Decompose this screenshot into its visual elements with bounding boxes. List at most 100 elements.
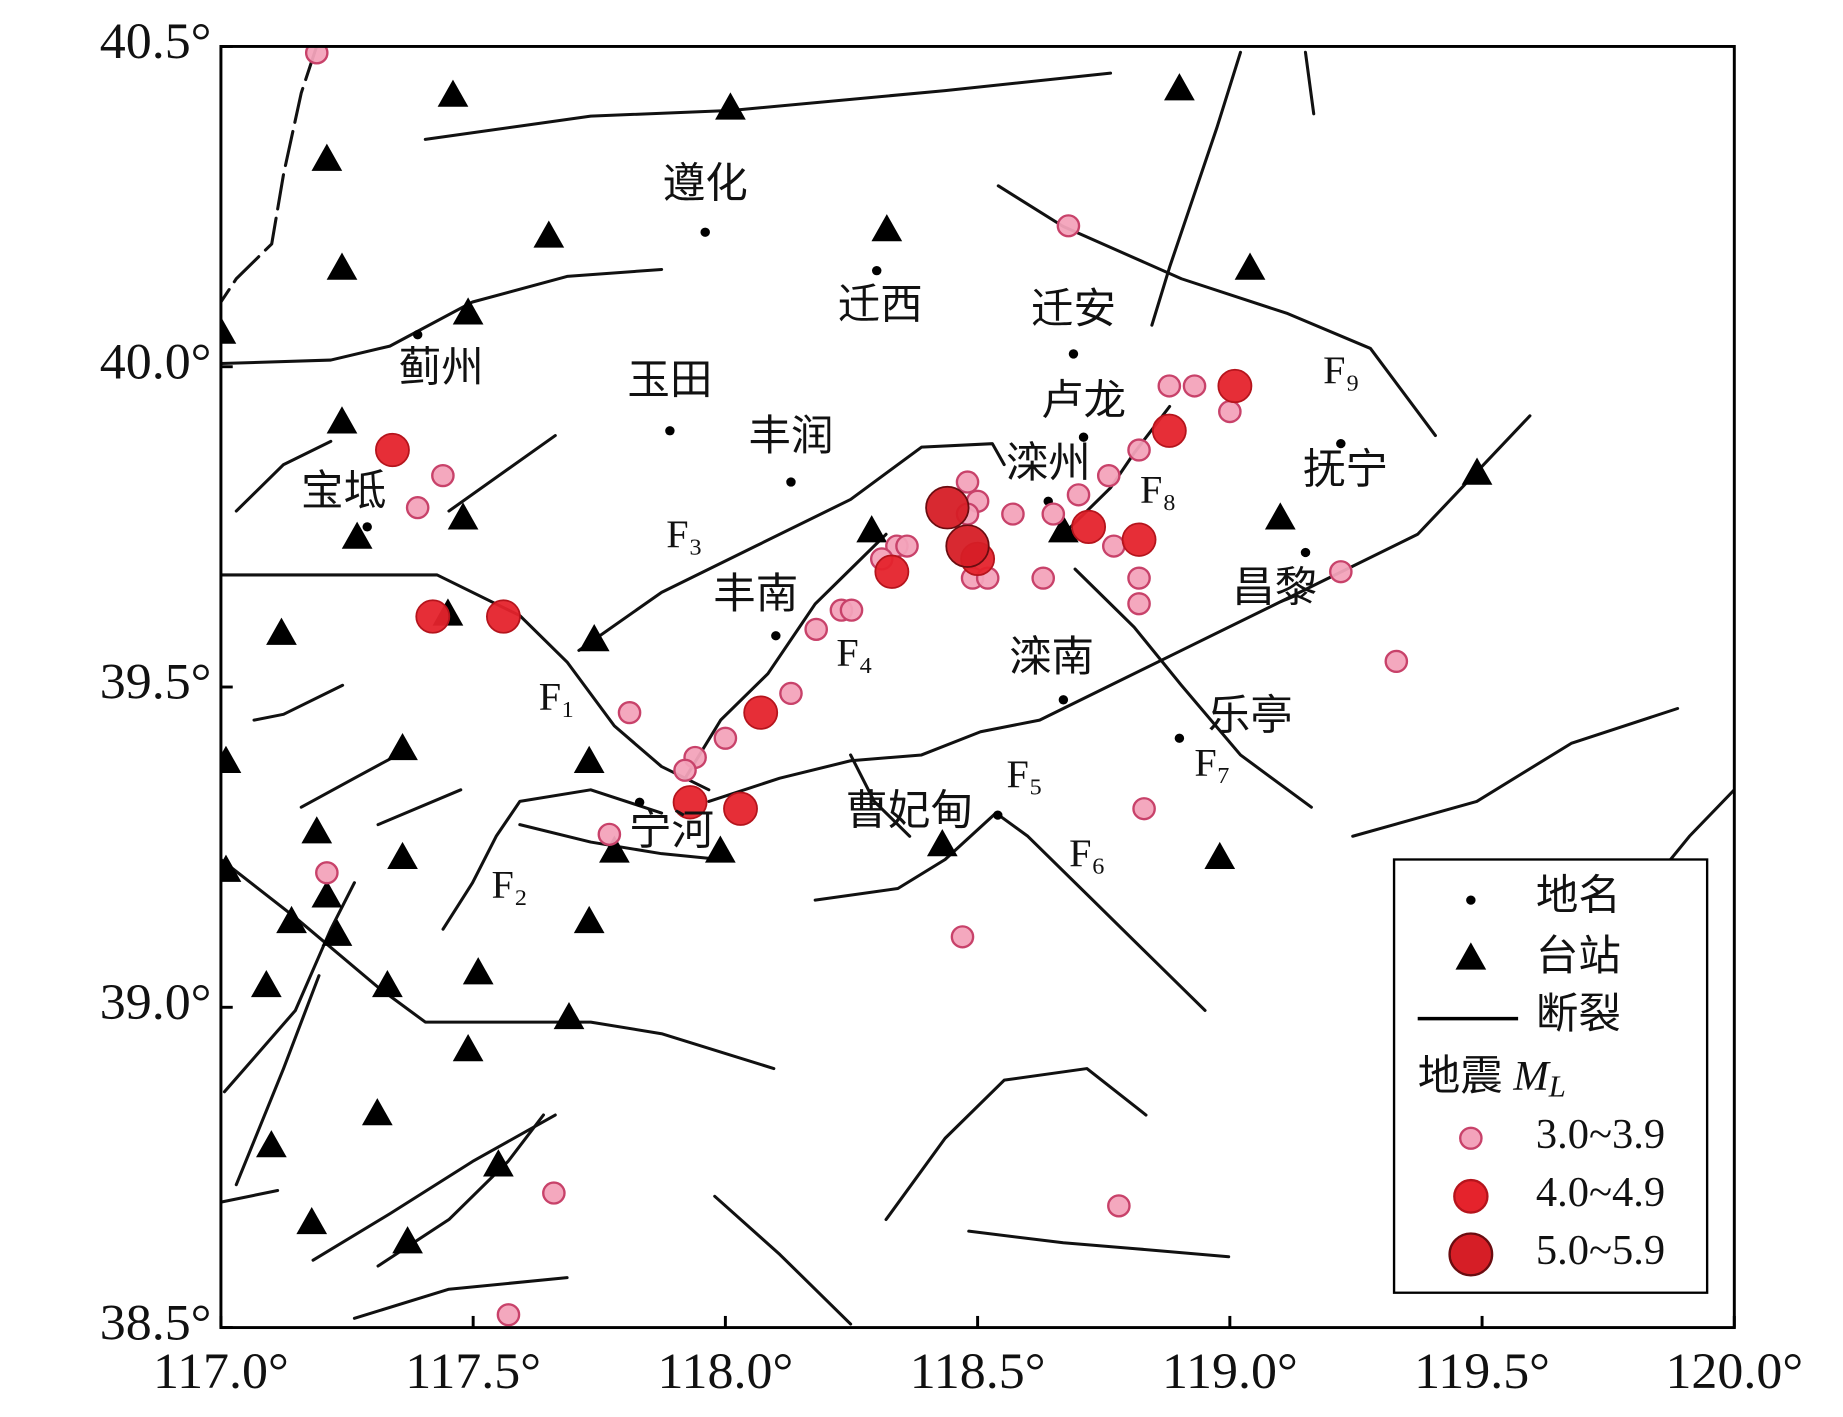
fault-label: F₇ [1194, 741, 1230, 785]
fault-label: F₂ [491, 863, 527, 907]
earthquake [315, 861, 339, 885]
station [326, 406, 358, 434]
x-tick-label: 119.5° [1414, 1343, 1550, 1400]
station [715, 92, 746, 120]
legend-marker [1453, 1178, 1489, 1214]
legend-title: 地震 ML [1418, 1053, 1566, 1103]
station [220, 745, 242, 773]
station [1204, 841, 1236, 870]
magnitude-symbol: M [1512, 1053, 1551, 1100]
fault-label: F₆ [1069, 832, 1105, 876]
earthquake [1096, 464, 1121, 488]
earthquake [874, 554, 910, 589]
legend-marker [1455, 942, 1487, 970]
place-label: 滦州 [1006, 440, 1091, 487]
earthquake [431, 464, 455, 488]
earthquake [304, 46, 329, 65]
station [341, 521, 373, 549]
earthquake [673, 758, 697, 782]
place-dot [993, 810, 1003, 820]
station [296, 1206, 328, 1235]
station [1048, 515, 1079, 543]
station [387, 841, 418, 870]
earthquake [1151, 413, 1187, 448]
legend-label: 断裂 [1536, 992, 1621, 1039]
fault-label: F₁ [539, 675, 575, 719]
legend-label: 地名 [1536, 873, 1621, 920]
earthquake [839, 598, 864, 622]
earthquake [723, 791, 758, 826]
station [573, 745, 605, 773]
place-label: 卢龙 [1041, 378, 1126, 425]
legend-marker [1448, 1232, 1494, 1277]
earthquake [1127, 592, 1151, 616]
place-dot [665, 426, 675, 436]
place-label: 宁河 [629, 808, 714, 855]
place-dot [634, 797, 645, 807]
earthquake [1001, 502, 1025, 526]
earthquake [405, 496, 430, 520]
earthquake [597, 822, 622, 846]
station [447, 502, 479, 530]
earthquake [672, 785, 708, 820]
marks [220, 46, 1493, 1327]
earthquake [950, 925, 975, 949]
earthquake [1132, 797, 1156, 821]
place-label: 曹妃甸 [845, 788, 973, 835]
earthquake [1217, 368, 1253, 404]
earthquake [1056, 214, 1081, 238]
earthquake [895, 534, 919, 558]
place-label: 迁西 [838, 282, 923, 329]
x-tick-label: 118.5° [910, 1343, 1046, 1400]
earthquake [804, 617, 829, 641]
earthquake [617, 701, 642, 725]
place-label: 丰润 [748, 413, 833, 460]
y-tick-label: 38.5° [100, 1295, 212, 1352]
earthquake [1071, 509, 1107, 545]
station [256, 1130, 287, 1158]
place-label: 迁安 [1031, 286, 1116, 333]
place-dot [871, 266, 882, 276]
place-label: 抚宁 [1303, 447, 1388, 494]
place-dot [786, 477, 796, 487]
legend-box [1392, 858, 1709, 1294]
station [462, 957, 494, 985]
place-label: 宝坻 [301, 468, 386, 515]
station [704, 835, 736, 863]
earthquake [1384, 649, 1409, 674]
x-tick-label: 117.0° [153, 1343, 289, 1400]
station [301, 816, 333, 844]
station [856, 515, 888, 543]
station [483, 1149, 514, 1177]
earthquake [1157, 374, 1182, 398]
place-dot [1078, 432, 1089, 442]
station [311, 880, 343, 908]
legend-title-text: 地震 [1418, 1053, 1503, 1100]
station [372, 969, 403, 998]
y-tick-label: 40.0° [100, 334, 212, 391]
earthquake [496, 1303, 521, 1327]
station [452, 297, 484, 325]
place-dot [771, 631, 781, 641]
station [1234, 252, 1266, 280]
station [1264, 502, 1296, 530]
x-tick-label: 118.0° [657, 1343, 793, 1400]
earthquake [713, 726, 738, 750]
station [311, 143, 343, 171]
place-dot [1058, 695, 1069, 705]
legend-marker [1459, 1126, 1483, 1150]
earthquake [743, 695, 779, 730]
station [361, 1098, 393, 1126]
earthquake [1182, 374, 1207, 398]
magnitude-subscript: L [1548, 1070, 1566, 1104]
station [573, 905, 605, 934]
legend-marker [1466, 895, 1476, 905]
station [578, 624, 610, 652]
station [1164, 73, 1195, 101]
station [276, 905, 307, 934]
station [533, 220, 565, 248]
place-dot [1174, 733, 1185, 743]
earthquake [1127, 438, 1151, 462]
